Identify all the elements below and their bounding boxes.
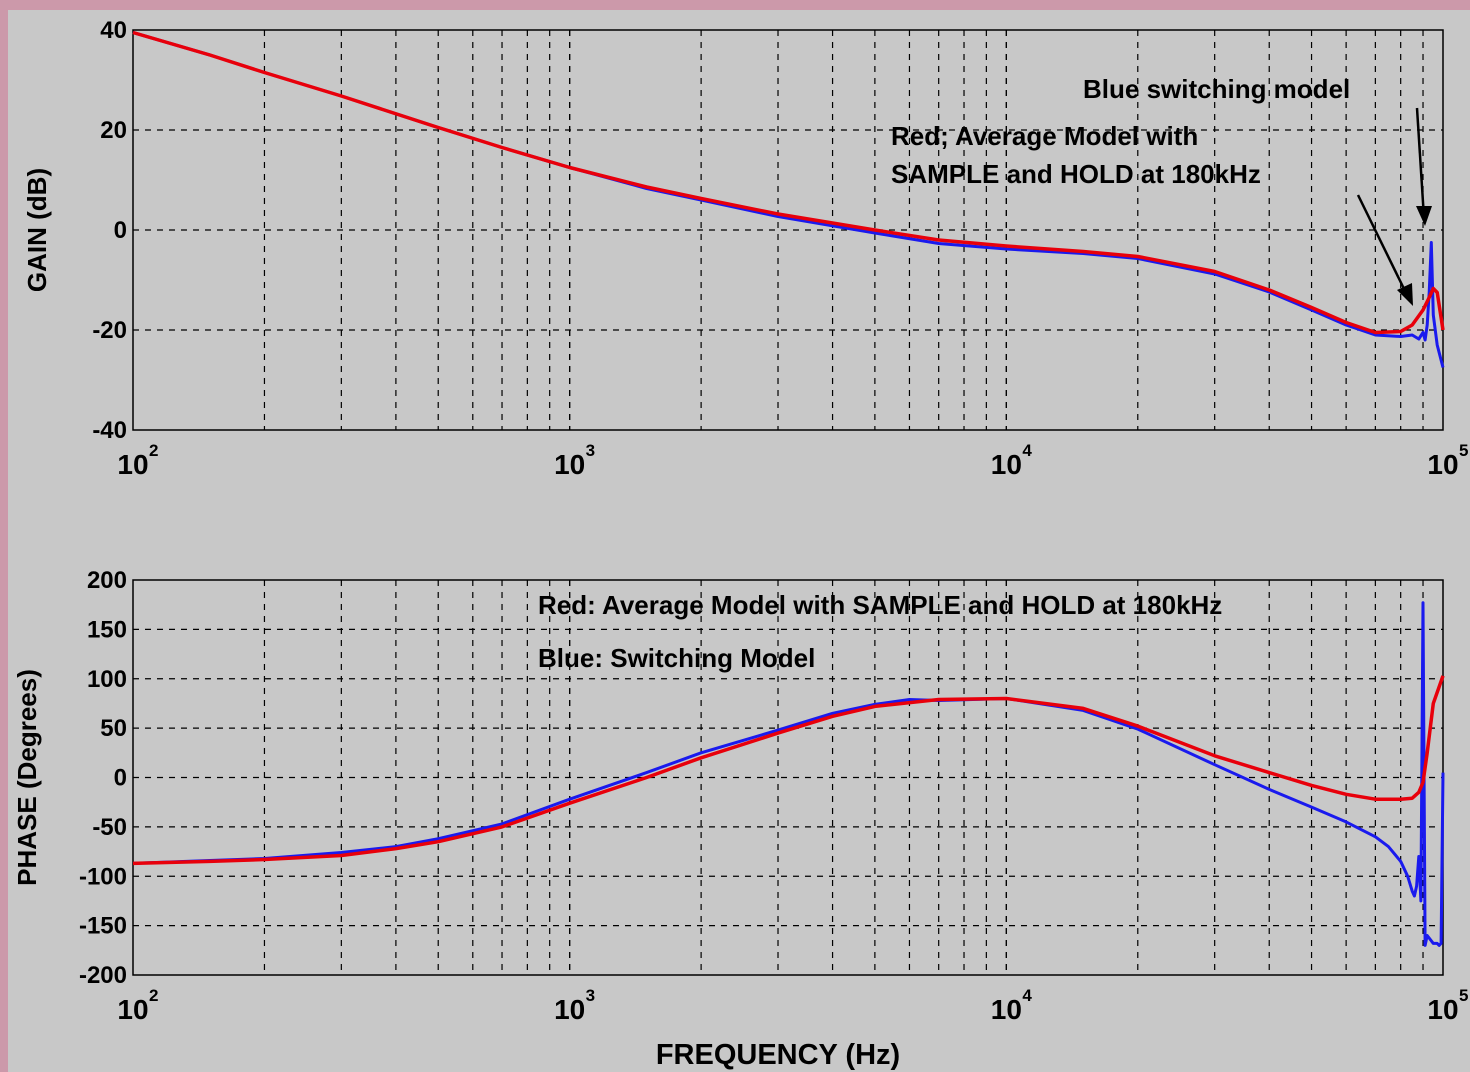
y-tick-label: 150: [87, 616, 127, 643]
arrow-red: [1356, 194, 1410, 298]
series-line-blue: [132, 601, 1445, 947]
x-tick-exponent: 2: [149, 986, 158, 1005]
series-line-red: [132, 30, 1445, 335]
x-axis-title: FREQUENCY (Hz): [656, 1039, 900, 1071]
x-tick-exponent: 3: [586, 441, 595, 460]
plot-figure: -40 -20 0 20 40 10 2 10 3 10 4 10 5 GAIN (dB) Blue swi…: [8, 10, 1470, 1072]
x-tick-label: 10: [991, 449, 1022, 480]
x-tick-label: 10: [117, 994, 148, 1025]
x-tick-exponent: 3: [586, 986, 595, 1005]
annotation-red2: SAMPLE and HOLD at 180kHz: [891, 159, 1261, 189]
y-tick-label: 40: [100, 17, 127, 44]
x-tick-exponent: 4: [1022, 986, 1032, 1005]
x-tick-label: 10: [117, 449, 148, 480]
y-tick-label: 0: [114, 765, 127, 792]
x-tick-exponent: 2: [149, 441, 158, 460]
y-tick-label: 50: [100, 715, 127, 742]
x-tick-label: 10: [554, 449, 585, 480]
annotation-blue: Blue: Switching Model: [538, 643, 815, 673]
arrow-head-red: [1397, 283, 1413, 306]
y-tick-label: -50: [92, 814, 127, 841]
x-tick-label: 10: [554, 994, 585, 1025]
x-tick-label: 10: [1427, 449, 1458, 480]
arrow-head-blue: [1416, 206, 1432, 226]
y-tick-label: 20: [100, 117, 127, 144]
y-tick-label: -20: [92, 317, 127, 344]
x-tick-label: 10: [991, 994, 1022, 1025]
y-tick-label: -200: [79, 962, 127, 989]
annotation-red1: Red; Average Model with: [891, 121, 1198, 151]
y-axis-title: PHASE (Degrees): [12, 669, 42, 886]
y-tick-label: 200: [87, 567, 127, 594]
arrow-blue: [1415, 107, 1426, 219]
annotation-red: Red: Average Model with SAMPLE and HOLD …: [538, 590, 1222, 620]
y-tick-label: -150: [79, 913, 127, 940]
y-axis-title: GAIN (dB): [22, 168, 52, 292]
y-tick-label: 0: [114, 217, 127, 244]
annotation-blue: Blue switching model: [1083, 74, 1350, 104]
x-tick-label: 10: [1427, 994, 1458, 1025]
y-tick-label: -100: [79, 863, 127, 890]
x-tick-exponent: 5: [1459, 441, 1468, 460]
y-tick-label: -40: [92, 417, 127, 444]
x-tick-exponent: 5: [1459, 986, 1468, 1005]
series-line-red: [132, 675, 1445, 866]
y-tick-label: 100: [87, 666, 127, 693]
x-tick-exponent: 4: [1022, 441, 1032, 460]
